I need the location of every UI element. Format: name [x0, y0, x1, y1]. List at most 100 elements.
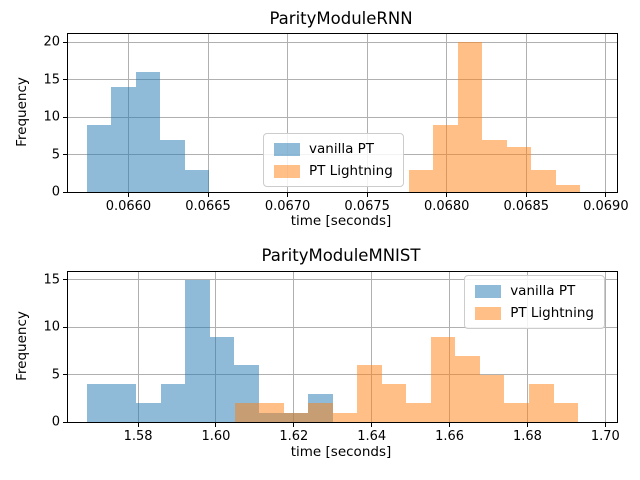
x-tick-label: 0.0680: [423, 199, 470, 214]
y-tick-mark: [63, 154, 67, 155]
gridline: [605, 34, 607, 192]
hist-bar-pt-lightning: [259, 403, 284, 422]
y-tick-label: 15: [43, 272, 60, 287]
hist-bar-pt-lightning: [531, 169, 556, 192]
y-tick-label: 0: [51, 184, 60, 200]
hist-bar-vanilla-pt: [160, 384, 186, 422]
hist-bar-pt-lightning: [406, 403, 431, 422]
x-tick-mark: [293, 423, 295, 427]
gridline: [68, 374, 617, 375]
gridline: [526, 272, 528, 422]
hist-bar-vanilla-pt: [184, 169, 210, 192]
hist-bar-vanilla-pt: [160, 139, 185, 192]
legend-swatch-vanilla-pt: [274, 142, 300, 156]
legend-entry-vanilla-pt: vanilla PT: [475, 283, 594, 299]
gridline: [68, 79, 617, 81]
x-axis-label-rnn: time [seconds]: [290, 213, 392, 229]
y-tick-label: 10: [43, 319, 60, 335]
hist-bar-vanilla-pt: [111, 87, 136, 192]
x-tick-label: 1.64: [357, 429, 387, 444]
gridline: [207, 34, 209, 192]
x-axis-label-mnist: time [seconds]: [290, 444, 392, 460]
gridline: [137, 272, 139, 422]
gridline: [525, 34, 527, 192]
y-tick-label: 5: [51, 147, 60, 162]
legend-mnist: vanilla PT PT Lightning: [464, 275, 605, 329]
hist-bar-pt-lightning: [479, 374, 505, 422]
x-tick-mark: [605, 193, 607, 197]
x-tick-label: 0.0660: [105, 199, 152, 214]
y-tick-mark: [63, 191, 67, 193]
x-tick-mark: [526, 423, 528, 427]
hist-bar-vanilla-pt: [86, 124, 112, 192]
hist-bar-pt-lightning: [332, 412, 358, 422]
y-axis-label-mnist: Frequency: [14, 311, 30, 381]
x-tick-mark: [137, 423, 139, 427]
hist-bar-pt-lightning: [234, 403, 260, 422]
hist-bar-pt-lightning: [555, 184, 581, 192]
hist-bar-pt-lightning: [504, 403, 529, 422]
x-tick-mark: [207, 193, 209, 197]
x-tick-mark: [215, 423, 217, 427]
y-tick-label: 10: [43, 109, 60, 125]
plot-title-rnn: ParityModuleRNN: [269, 9, 413, 28]
gridline: [287, 34, 289, 192]
legend-rnn: vanilla PT PT Lightning: [263, 133, 404, 187]
y-tick-label: 5: [51, 367, 60, 382]
hist-bar-vanilla-pt: [136, 403, 161, 422]
y-tick-label: 15: [43, 72, 60, 88]
legend-swatch-vanilla-pt: [475, 284, 502, 298]
legend-label-pt-lightning: PT Lightning: [510, 305, 594, 321]
gridline: [68, 41, 617, 43]
hist-bar-vanilla-pt: [185, 279, 210, 422]
hist-bar-pt-lightning: [482, 139, 507, 192]
y-tick-mark: [63, 41, 67, 43]
y-tick-label: 20: [43, 34, 60, 50]
hist-bar-pt-lightning: [357, 365, 382, 422]
x-tick-label: 0.0690: [583, 199, 629, 214]
x-tick-mark: [366, 193, 368, 197]
x-tick-mark: [525, 193, 527, 197]
x-tick-label: 0.0670: [264, 199, 311, 214]
gridline: [68, 326, 617, 328]
gridline: [604, 272, 606, 422]
hist-bar-pt-lightning: [506, 147, 532, 192]
gridline: [293, 272, 295, 422]
hist-bar-pt-lightning: [408, 169, 434, 192]
x-tick-label: 0.0675: [344, 199, 390, 214]
x-tick-label: 1.66: [435, 429, 465, 444]
x-tick-mark: [127, 193, 129, 197]
gridline: [366, 34, 368, 192]
hist-bar-pt-lightning: [433, 124, 458, 192]
gridline: [68, 116, 617, 118]
x-tick-mark: [604, 423, 606, 427]
x-tick-label: 1.60: [201, 429, 231, 444]
y-tick-label: 0: [51, 414, 60, 430]
y-tick-mark: [63, 421, 67, 423]
legend-entry-pt-lightning: PT Lightning: [475, 305, 594, 321]
x-tick-mark: [449, 423, 451, 427]
legend-swatch-pt-lightning: [274, 164, 300, 178]
y-axis-label-rnn: Frequency: [14, 77, 30, 147]
x-tick-label: 1.70: [590, 429, 620, 444]
gridline: [371, 272, 373, 422]
x-tick-mark: [371, 423, 373, 427]
legend-label-vanilla-pt: vanilla PT: [510, 283, 576, 299]
legend-entry-vanilla-pt: vanilla PT: [274, 141, 393, 157]
y-tick-mark: [63, 326, 67, 328]
gridline: [446, 34, 448, 192]
x-tick-label: 1.62: [279, 429, 309, 444]
y-tick-mark: [63, 79, 67, 81]
hist-bar-pt-lightning: [308, 403, 333, 422]
x-tick-label: 0.0665: [185, 199, 231, 214]
subplot-mnist-axes: 1.58 1.60 1.62 1.64 1.66 1.68 1.70 0 5 10 15 vanil…: [43, 271, 620, 444]
legend-label-vanilla-pt: vanilla PT: [309, 141, 375, 157]
hist-bar-vanilla-pt: [87, 384, 112, 422]
hist-bar-pt-lightning: [457, 42, 483, 192]
hist-bar-vanilla-pt: [111, 384, 137, 422]
legend-entry-pt-lightning: PT Lightning: [274, 163, 393, 179]
y-tick-mark: [63, 116, 67, 118]
subplot-rnn-axes: 0.0660 0.0665 0.0670 0.0675 0.0680 0.0685 0.06…: [43, 33, 629, 214]
x-tick-label: 0.0685: [503, 199, 550, 214]
